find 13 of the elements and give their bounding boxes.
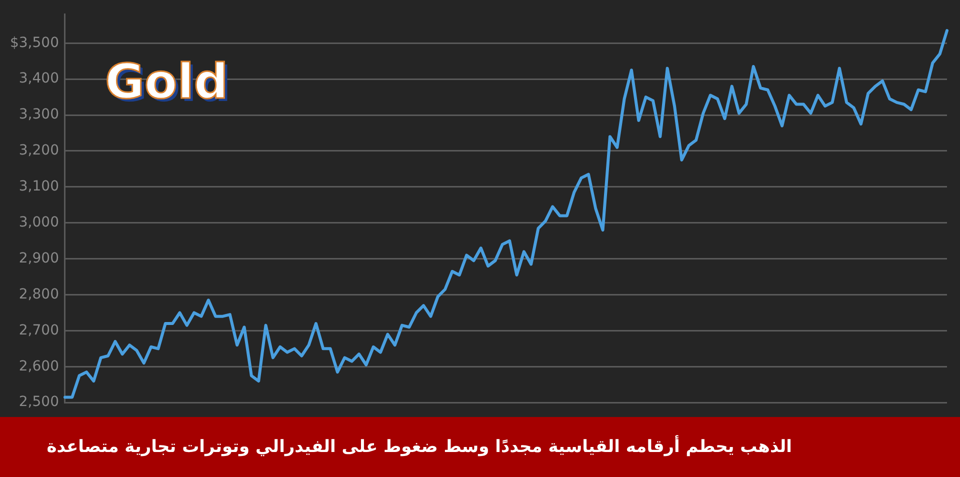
y-tick-label: 2,900 [18,250,59,266]
y-tick-label: 3,400 [18,70,59,87]
y-tick-label: 2,500 [18,394,59,410]
y-tick-label: 2,700 [18,322,59,338]
y-tick-label: 3,200 [18,142,59,159]
y-tick-label: 2,600 [18,358,59,374]
text: الذهب يحطم أرقامه القياسية مجددًا وسط ضغوط على الفيدرالي وتوترات تجارية متصاعدة [46,437,792,457]
y-tick-label: $3,500 [10,34,59,51]
y-tick-label: 3,100 [18,178,59,195]
y-tick-label: 3,000 [18,214,59,231]
text: Gold [105,54,228,110]
y-tick-label: 3,300 [18,106,59,123]
y-tick-label: 2,800 [18,286,59,302]
